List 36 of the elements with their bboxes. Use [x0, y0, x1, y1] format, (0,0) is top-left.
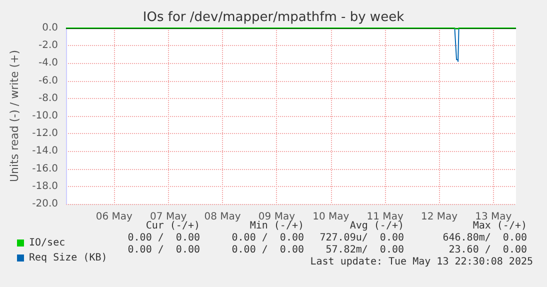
text: 727.09u/ 0.00: [320, 232, 404, 244]
text: 646.80m/ 0.00: [442, 232, 528, 244]
text: Cur (-/+): [146, 220, 200, 232]
y-tick-label: -8.0: [38, 92, 58, 104]
x-tick-label: 11 May: [366, 212, 404, 222]
text: Max (-/+): [472, 220, 528, 232]
legend-label: IO/sec: [29, 238, 66, 248]
text: Min (-/+): [250, 220, 304, 232]
y-tick-label: -18.0: [32, 180, 58, 192]
y-tick-label: -12.0: [32, 128, 58, 140]
x-tick-label: 10 May: [312, 212, 350, 222]
y-tick-label: -14.0: [32, 146, 58, 157]
text: 0.00 / 0.00: [128, 232, 200, 244]
x-tick-label: 06 May: [96, 212, 133, 222]
y-tick-label: 0.0: [42, 22, 58, 34]
chart-title: IOs for /dev/mapper/mpathfm - by week: [142, 10, 405, 25]
y-tick-label: -2.0: [38, 40, 58, 52]
text: 0.00 / 0.00: [128, 244, 200, 256]
text: 23.60 / 0.00: [448, 244, 528, 256]
text: Avg (-/+): [350, 220, 404, 232]
y-tick-label: -4.0: [38, 58, 58, 69]
y-tick-label: -6.0: [38, 75, 58, 86]
text: 0.00 / 0.00: [232, 244, 304, 256]
x-tick-label: 12 May: [420, 212, 458, 222]
y-tick-label: -20.0: [32, 198, 58, 210]
text: Last update: Tue May 13 22:30:08 2025: [310, 256, 534, 268]
legend-label: Req Size (KB): [29, 252, 108, 264]
y-tick-label: -10.0: [32, 110, 58, 122]
x-tick-label: 09 May: [258, 212, 296, 222]
y-tick-label: -16.0: [32, 163, 58, 174]
x-tick-label: 13 May: [475, 212, 512, 222]
text: 0.00 / 0.00: [232, 232, 304, 244]
x-tick-label: 07 May: [150, 212, 187, 222]
x-tick-label: 08 May: [204, 212, 241, 222]
y-axis-title: Units read (-) / write (+): [8, 50, 21, 182]
text: 57.82m/ 0.00: [326, 244, 404, 256]
